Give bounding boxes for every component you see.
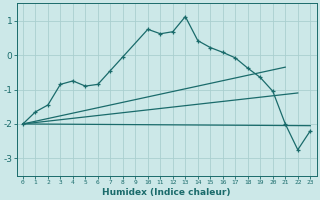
X-axis label: Humidex (Indice chaleur): Humidex (Indice chaleur): [102, 188, 231, 197]
